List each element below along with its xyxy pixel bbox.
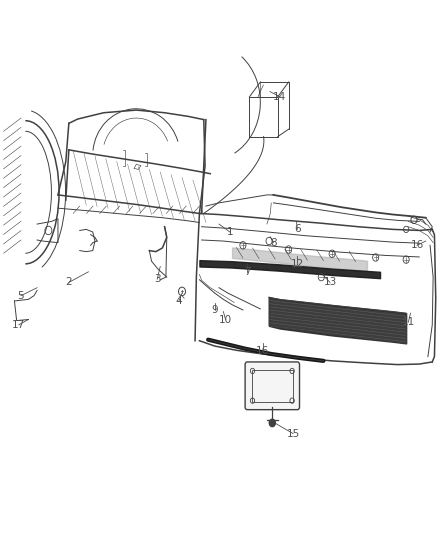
Text: 7: 7 [244, 267, 251, 277]
Text: 3: 3 [154, 274, 160, 284]
Text: 4: 4 [176, 296, 182, 306]
Text: 1: 1 [226, 227, 233, 237]
Text: 5: 5 [18, 290, 24, 301]
Text: 17: 17 [12, 320, 25, 330]
Text: 16: 16 [410, 240, 424, 251]
Text: 10: 10 [219, 314, 232, 325]
Text: 12: 12 [291, 259, 304, 269]
Bar [252, 370, 293, 402]
Text: 9: 9 [212, 305, 218, 315]
Text: 15: 15 [286, 429, 300, 439]
FancyBboxPatch shape [245, 362, 300, 410]
Text: 6: 6 [294, 224, 300, 235]
Text: 13: 13 [323, 277, 337, 287]
Text: 11: 11 [402, 317, 415, 327]
Text: 2: 2 [66, 277, 72, 287]
Text: 14: 14 [273, 92, 286, 102]
Circle shape [269, 419, 276, 426]
Text: 8: 8 [270, 238, 277, 248]
Text: 16: 16 [256, 346, 269, 357]
